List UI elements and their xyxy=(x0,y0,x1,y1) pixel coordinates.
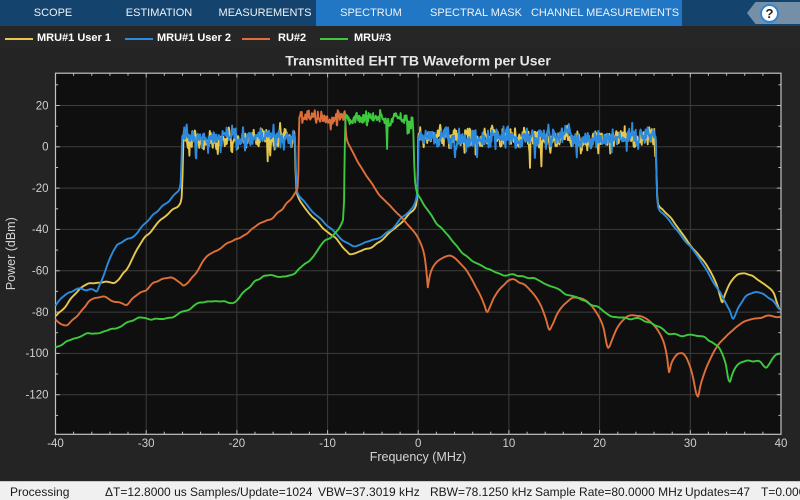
svg-text:20: 20 xyxy=(36,100,49,112)
svg-text:-80: -80 xyxy=(32,307,49,319)
svg-text:30: 30 xyxy=(684,438,697,450)
svg-text:0: 0 xyxy=(415,438,421,450)
svg-text:20: 20 xyxy=(593,438,606,450)
svg-text:Frequency (MHz): Frequency (MHz) xyxy=(370,450,467,464)
svg-text:Transmitted EHT TB Waveform pe: Transmitted EHT TB Waveform per User xyxy=(285,53,551,69)
svg-text:0: 0 xyxy=(42,142,48,154)
svg-text:10: 10 xyxy=(503,438,516,450)
svg-text:-40: -40 xyxy=(32,224,49,236)
svg-text:-100: -100 xyxy=(25,348,48,360)
svg-text:-20: -20 xyxy=(32,183,49,195)
svg-text:-40: -40 xyxy=(47,438,64,450)
svg-text:-10: -10 xyxy=(319,438,336,450)
svg-text:-20: -20 xyxy=(229,438,246,450)
svg-text:-120: -120 xyxy=(25,390,48,402)
svg-text:-30: -30 xyxy=(138,438,155,450)
svg-text:Power (dBm): Power (dBm) xyxy=(4,217,18,290)
svg-text:40: 40 xyxy=(775,438,788,450)
svg-text:-60: -60 xyxy=(32,266,49,278)
